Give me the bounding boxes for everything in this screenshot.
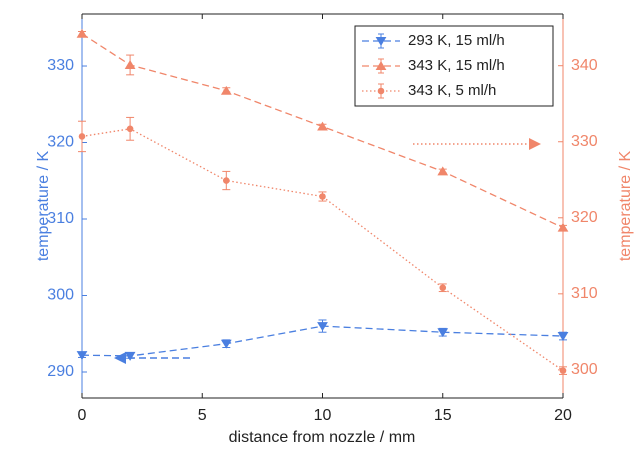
x-tick-label: 15 [434, 407, 452, 424]
marker [76, 28, 88, 38]
marker [557, 332, 569, 342]
marker [559, 367, 567, 374]
marker [557, 222, 569, 232]
x-tick-label: 0 [78, 407, 87, 424]
marker [317, 121, 328, 131]
legend-entries: 293 K, 15 ml/h 343 K, 15 ml/h 343 K, 5 ml/… [362, 32, 505, 99]
marker [126, 125, 134, 133]
x-axis-title: distance from nozzle / mm [229, 429, 416, 446]
y-tick-label: 290 [47, 363, 74, 380]
marker [124, 351, 136, 361]
series-line [81, 325, 564, 357]
y2-tick-label: 320 [571, 209, 598, 226]
x-tick-label: 20 [554, 407, 572, 424]
y2-tick-label: 300 [571, 361, 598, 378]
marker [76, 351, 88, 361]
y2-tick-label: 340 [571, 57, 598, 74]
x-tick-label: 10 [314, 407, 332, 424]
marker [317, 322, 328, 332]
y2-tick-label: 330 [571, 133, 598, 150]
y2-tick-label: 310 [571, 285, 598, 302]
legend-marker [375, 61, 387, 70]
marker [319, 193, 326, 200]
y2-axis-title: temperature / K [617, 151, 634, 262]
y-tick-label: 310 [47, 210, 74, 227]
legend-marker [377, 87, 385, 95]
marker [437, 166, 449, 176]
y-tick-label: 300 [47, 287, 74, 304]
series-line [81, 128, 564, 372]
marker [223, 177, 230, 184]
marker [220, 339, 232, 349]
marker [78, 133, 86, 140]
marker [220, 85, 232, 95]
legend-marker [375, 37, 387, 46]
legend-label: 343 K, 15 ml/h [408, 57, 505, 74]
legend-label: 293 K, 15 ml/h [408, 32, 505, 49]
y-tick-label: 320 [47, 134, 74, 151]
y-tick-label: 330 [47, 57, 74, 74]
x-tick-label: 5 [198, 407, 207, 424]
left-arrow [114, 352, 190, 364]
y-axis-title: temperature / K [35, 151, 52, 262]
marker [439, 284, 447, 292]
marker [124, 59, 136, 69]
right-arrow [413, 138, 541, 150]
marker [437, 328, 449, 338]
legend-label: 343 K, 5 ml/h [408, 82, 496, 99]
series-line [81, 33, 564, 229]
